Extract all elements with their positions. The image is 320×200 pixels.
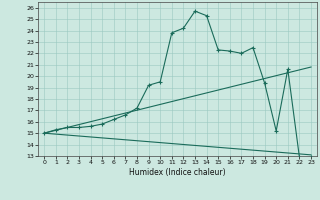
X-axis label: Humidex (Indice chaleur): Humidex (Indice chaleur) [129, 168, 226, 177]
